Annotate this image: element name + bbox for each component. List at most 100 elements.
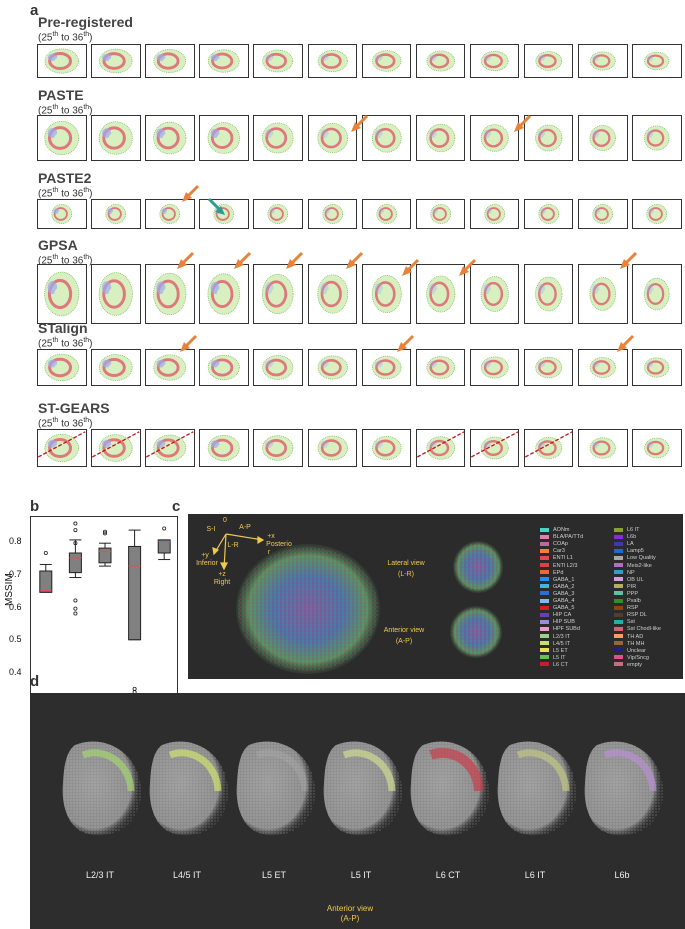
slice-thumbnail (253, 429, 303, 467)
legend-swatch (614, 634, 623, 639)
legend-swatch (540, 634, 549, 639)
method-title: PASTE2 (38, 170, 92, 186)
slice-thumbnail (361, 44, 412, 78)
legend-swatch (540, 648, 549, 653)
legend-item: L6 CT (540, 662, 568, 668)
boxplot-chart (39, 521, 171, 698)
legend-item: RSP (614, 605, 638, 611)
slice-thumbnail (578, 264, 628, 324)
legend-item: Sst (614, 619, 635, 625)
legend-label: BLA/PA/TTd (553, 534, 584, 541)
legend-item: Lamp5 (614, 548, 644, 554)
annotation-arrow-icon (620, 251, 638, 269)
box-outlier (103, 529, 108, 534)
legend-label: L4/5 IT (553, 640, 571, 647)
box-paste (98, 529, 112, 567)
legend-label: RSP DL (627, 612, 647, 619)
axis-ap-label: A-P (239, 524, 251, 531)
slice-range-label: (25th to 36th) (38, 104, 93, 117)
slice-thumbnail (632, 429, 682, 467)
legend-swatch (540, 655, 549, 660)
legend-item: L5 IT (540, 655, 566, 661)
legend-label: NP (627, 569, 635, 576)
slice-thumbnail (253, 44, 303, 78)
axis-right-label: Right (213, 579, 231, 586)
slice-thumbnail (361, 115, 412, 161)
legend-item: ENTl L1 (540, 555, 573, 561)
lateral-view-label: Lateral view (387, 560, 425, 567)
slice-thumbnail (632, 199, 682, 229)
legend-swatch (540, 527, 549, 532)
slice-thumbnail (361, 349, 412, 386)
box-outlier (132, 686, 137, 691)
legend-item: GABA_1 (540, 577, 574, 583)
legend-item: Low Quality (614, 555, 656, 561)
legend-label: L6 IT (627, 527, 640, 533)
slice-thumbnail (253, 349, 303, 386)
legend-item: COAp (540, 541, 568, 547)
slice-thumbnail (37, 264, 87, 324)
axis-plus-y-label: +y (201, 552, 209, 559)
annotation-arrow-icon (617, 334, 635, 352)
slice-range-label: (25th to 36th) (38, 417, 93, 430)
slice-thumbnail (469, 264, 520, 324)
slice-range-label: (25th to 36th) (38, 187, 93, 200)
layer-brain-cloud (323, 741, 402, 836)
box-outlier (73, 521, 78, 526)
slice-thumbnail (199, 429, 249, 467)
slice-thumbnail (307, 199, 357, 229)
legend-swatch (540, 534, 549, 539)
box-iqr (68, 552, 82, 574)
legend-swatch (614, 591, 623, 596)
legend-item: PIR (614, 584, 636, 590)
legend-swatch (614, 605, 623, 610)
slice-thumbnail (361, 429, 412, 467)
legend-swatch (540, 584, 549, 589)
slice-thumbnail (145, 199, 195, 229)
slice-thumbnail (361, 199, 412, 229)
slice-thumbnail (91, 349, 141, 386)
axis-posterior-r-label: r (267, 549, 271, 556)
legend-swatch (614, 570, 623, 575)
legend-swatch (540, 612, 549, 617)
legend-label: RSP (627, 605, 639, 612)
slice-thumbnail (469, 44, 520, 78)
axis-inferior-label: Inferior (196, 560, 218, 567)
legend-item: Vip/Sncg (614, 655, 649, 661)
legend-item: GABA_3 (540, 591, 574, 597)
legend-swatch (540, 555, 549, 560)
axis-plus-x-label: +x (267, 533, 275, 540)
layer-label: L5 IT (350, 870, 372, 880)
slice-thumbnail (307, 264, 357, 324)
annotation-arrow-icon (177, 251, 195, 269)
legend-item: TH AD (614, 634, 643, 640)
panel-d-letter: d (30, 673, 40, 690)
axis-posterior-label: Posterio (266, 541, 292, 548)
legend-swatch (614, 648, 623, 653)
legend-label: L6b (627, 534, 637, 541)
panel-a-letter: a (30, 2, 39, 19)
slice-thumbnail (253, 264, 303, 324)
legend-label: HPF SUBd (553, 626, 580, 633)
legend-swatch (614, 534, 623, 539)
slice-thumbnail (523, 429, 574, 467)
box-outlier (162, 526, 167, 531)
slice-thumbnail (632, 264, 682, 324)
annotation-arrow-icon (234, 251, 252, 269)
layer-brain-cloud (410, 741, 489, 836)
legend-item: HIP SUB (540, 619, 575, 625)
axis-plus-z-label: +z (218, 571, 226, 578)
box-st-gears (157, 526, 171, 561)
legend-swatch (614, 563, 623, 568)
legend-swatch (540, 541, 549, 546)
legend-swatch (540, 563, 549, 568)
slice-thumbnail (199, 44, 249, 78)
box-iqr (98, 547, 112, 564)
legend-label: Unclear (627, 647, 646, 654)
slice-thumbnail (578, 115, 628, 161)
panel-c-letter: c (172, 498, 181, 515)
legend-item: L6b (614, 534, 636, 540)
legend-label: Sst Chodl-like (627, 626, 661, 633)
slice-thumbnail (145, 115, 195, 161)
legend-label: GABA_4 (553, 598, 575, 604)
